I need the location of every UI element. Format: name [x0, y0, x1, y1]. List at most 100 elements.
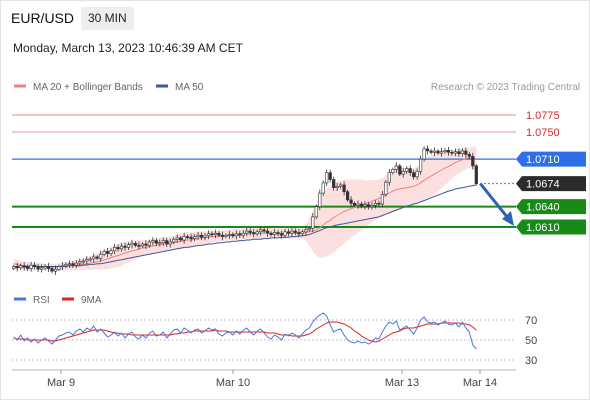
candle [234, 230, 238, 240]
legend-label-9ma: 9MA [81, 295, 102, 306]
candle [151, 237, 155, 246]
candle [43, 264, 47, 271]
candle-body [217, 232, 221, 236]
candle [123, 242, 127, 251]
candle-body [439, 151, 444, 154]
candle-body [39, 267, 44, 270]
candle [193, 234, 197, 242]
candle-body [220, 234, 225, 237]
candle-body [144, 243, 148, 246]
candle-body [335, 186, 339, 189]
candle [189, 233, 193, 243]
candle-body [432, 150, 437, 153]
level-label-2: 1.0710 [526, 154, 560, 166]
candle [15, 262, 19, 272]
legend-label-ma20: MA 20 + Bollinger Bands [33, 82, 143, 93]
candle-body [460, 150, 465, 155]
candle-body [311, 216, 315, 229]
candle [213, 229, 218, 239]
candle-body [405, 168, 409, 172]
candle [252, 229, 256, 238]
candle [116, 244, 120, 252]
candle-body [15, 266, 19, 269]
candle-body [29, 264, 33, 269]
candle-body [338, 184, 343, 187]
candle [199, 232, 204, 241]
candle [248, 228, 252, 236]
candle-body [457, 151, 461, 154]
level-tag-3 [516, 176, 586, 192]
candle [262, 227, 266, 234]
rsi-tick-label: 50 [525, 335, 537, 347]
instrument-symbol: EUR/USD [11, 10, 75, 26]
candle [377, 200, 381, 207]
candle [418, 155, 423, 175]
candle [474, 164, 478, 186]
candle [113, 244, 117, 255]
candle [265, 227, 270, 237]
candle-body [290, 230, 294, 234]
candle [394, 162, 398, 173]
chart-datetime: Monday, March 13, 2023 10:46:39 AM CET [13, 41, 243, 55]
candle [335, 182, 339, 192]
candle-body [255, 231, 259, 235]
candle [255, 229, 259, 237]
candle-body [43, 266, 47, 269]
level-label-3: 1.0674 [526, 179, 560, 191]
candle-body [307, 228, 311, 231]
candle [231, 232, 235, 239]
candle-body [109, 250, 113, 254]
x-tick-label: Mar 14 [463, 377, 497, 389]
candle [206, 230, 211, 240]
candle [391, 167, 395, 175]
candle-body [133, 243, 138, 246]
legend-label-ma50: MA 50 [175, 82, 204, 93]
bollinger-band-layer [13, 145, 477, 272]
candle-body [436, 150, 440, 154]
timeframe-badge[interactable]: 30 MIN [81, 7, 134, 30]
candle-body [443, 150, 447, 153]
candle-body [123, 245, 127, 248]
candle-body [328, 172, 332, 180]
candle [436, 149, 440, 155]
candle [293, 228, 298, 236]
candle [179, 236, 183, 242]
candle-body [106, 251, 110, 254]
candle [318, 189, 322, 211]
candle-body [60, 265, 64, 268]
candle-body [179, 237, 183, 241]
level-label-1: 1.0750 [526, 127, 560, 139]
candle-body [165, 240, 169, 245]
candle-body [206, 233, 211, 237]
candle-body [116, 247, 120, 250]
candle [276, 230, 280, 237]
candle [210, 231, 214, 238]
candle [130, 239, 134, 249]
candle [95, 255, 99, 261]
levels-layer [12, 114, 516, 229]
candle-body [293, 230, 298, 233]
forecast-arrow-layer [479, 182, 514, 227]
candle [71, 260, 75, 268]
candle [29, 261, 33, 272]
candle-body [154, 240, 158, 244]
candle-body [429, 150, 433, 153]
moving-average-layer [13, 157, 477, 268]
candle-body [196, 234, 200, 237]
candle-body [175, 237, 179, 240]
candle-body [119, 245, 124, 250]
candle [283, 228, 287, 239]
x-tick-label: Mar 9 [47, 377, 75, 389]
candle [258, 226, 263, 236]
candle-body [224, 234, 228, 237]
candle [450, 149, 454, 156]
candle [74, 259, 78, 269]
candle [32, 262, 37, 270]
candle [425, 145, 430, 155]
candle [106, 247, 110, 258]
candle-body [12, 266, 16, 269]
ma20-line [13, 157, 477, 268]
candle-body [245, 230, 249, 234]
candle-body [262, 229, 266, 232]
candle-body [88, 258, 92, 261]
